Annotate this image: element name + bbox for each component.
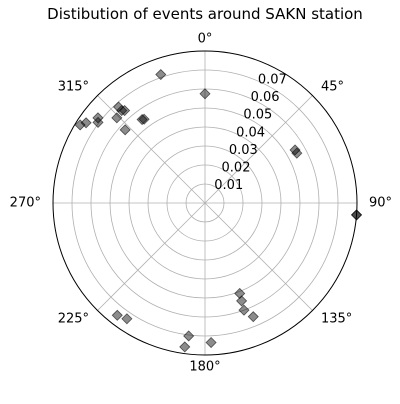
data-point-20 xyxy=(247,311,259,323)
data-point-5 xyxy=(92,112,104,124)
grid-layer xyxy=(52,50,358,356)
theta-tick-label-2: 90° xyxy=(369,196,392,211)
angular-gridline-5 xyxy=(97,202,206,311)
r-tick-label-5: 0.06 xyxy=(251,90,280,105)
theta-tick-label-3: 135° xyxy=(321,311,352,326)
data-point-3 xyxy=(119,124,131,136)
data-point-18 xyxy=(234,287,246,300)
data-point-7 xyxy=(74,119,86,131)
r-tick-label-3: 0.04 xyxy=(236,125,265,140)
data-point-24 xyxy=(121,313,133,325)
data-point-12 xyxy=(138,113,150,125)
r-tick-label-2: 0.03 xyxy=(229,143,258,158)
theta-tick-label-4: 180° xyxy=(189,360,220,375)
r-tick-label-1: 0.02 xyxy=(222,160,251,175)
data-point-19 xyxy=(238,304,250,316)
data-point-10 xyxy=(116,104,128,117)
label-layer: 0° 45° 90° 135° 180° 225° 270° 315° 0.01 0.02 0.03… xyxy=(10,32,392,375)
data-point-25 xyxy=(111,309,123,321)
marker-layer xyxy=(74,68,363,353)
angular-gridline-1 xyxy=(204,95,313,204)
chart-title: Distibution of events around SAKN statio… xyxy=(47,5,363,23)
data-point-9 xyxy=(119,104,131,117)
data-point-21 xyxy=(205,336,217,349)
r-tick-label-6: 0.07 xyxy=(258,73,287,88)
data-point-1 xyxy=(155,68,167,81)
theta-tick-label-1: 45° xyxy=(321,80,344,95)
data-point-6 xyxy=(80,117,92,129)
theta-tick-label-6: 270° xyxy=(10,196,41,211)
theta-tick-label-5: 225° xyxy=(58,311,89,326)
data-point-16 xyxy=(350,209,363,221)
angular-gridline-3 xyxy=(204,202,313,311)
data-point-0 xyxy=(199,88,211,100)
theta-tick-label-0: 0° xyxy=(198,32,213,47)
data-point-22 xyxy=(183,330,195,342)
polar-frame xyxy=(52,50,358,356)
data-point-14 xyxy=(291,147,303,159)
theta-tick-label-7: 315° xyxy=(58,80,89,95)
data-point-23 xyxy=(179,341,191,353)
angular-gridline-7 xyxy=(97,95,206,204)
data-point-11 xyxy=(136,113,148,126)
r-tick-label-0: 0.01 xyxy=(214,178,243,193)
data-point-2 xyxy=(111,112,123,124)
r-tick-label-4: 0.05 xyxy=(243,108,272,123)
